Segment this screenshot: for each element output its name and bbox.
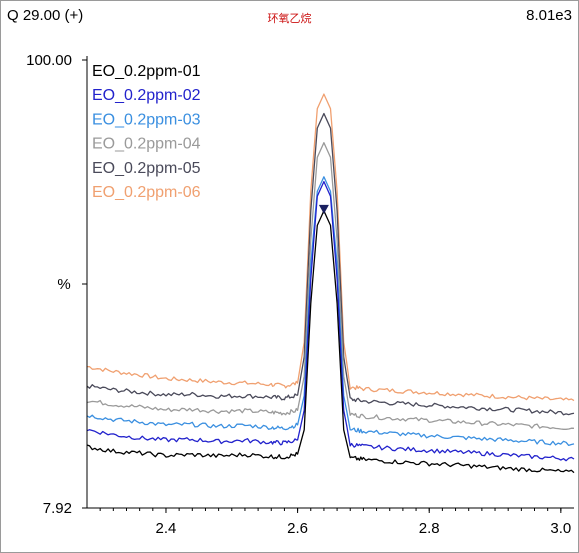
x-tick-label: 2.8 [419,520,440,537]
axis-layer: 2.4 2.6 2.8 3.0 100.00% 7.92 [26,52,574,537]
marker-layer [318,204,329,214]
legend-entry-eo-0-2ppm-06: EO_0.2ppm-06 [92,184,201,201]
series-line-eo-0-2ppm-02 [86,180,575,462]
series-line-eo-0-2ppm-06 [86,93,575,402]
legend: EO_0.2ppm-01 EO_0.2ppm-02 EO_0.2ppm-03 EO_0… [92,63,201,201]
y-tick-label: 100.00 [26,52,72,69]
x-tick-label: 2.4 [156,520,177,537]
legend-entry-eo-0-2ppm-01: EO_0.2ppm-01 [92,63,201,80]
legend-entry-eo-0-2ppm-03: EO_0.2ppm-03 [92,111,201,128]
series-line-eo-0-2ppm-03 [86,176,575,447]
compound-title: 环氧乙烷 [267,12,312,25]
intensity-label: 8.01e3 [526,7,572,24]
series-line-eo-0-2ppm-01 [86,210,575,474]
series-line-eo-0-2ppm-05 [86,112,575,416]
series-line-eo-0-2ppm-04 [86,142,575,430]
legend-entry-eo-0-2ppm-05: EO_0.2ppm-05 [92,160,201,177]
peak-marker [318,204,329,214]
trace-label: Q 29.00 (+) [7,7,84,24]
y-tick-label: 7.92 [43,500,72,517]
legend-entry-eo-0-2ppm-04: EO_0.2ppm-04 [92,136,201,153]
legend-entry-eo-0-2ppm-02: EO_0.2ppm-02 [92,87,201,104]
x-tick-label: 3.0 [550,520,571,537]
x-tick-label: 2.6 [287,520,308,537]
y-axis-unit-label: % [57,276,70,293]
